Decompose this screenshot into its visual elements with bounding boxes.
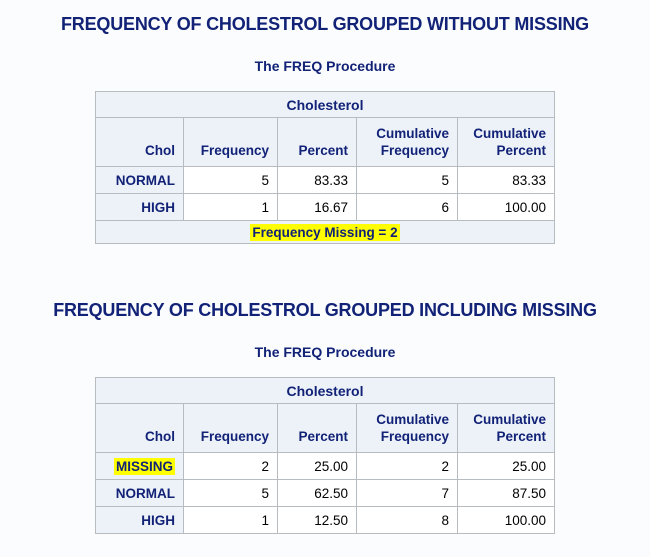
data-cell: 5	[183, 479, 278, 507]
column-header-cumulative-frequency: Cumulative Frequency	[356, 403, 458, 453]
data-cell: 12.50	[277, 506, 357, 534]
column-header-frequency: Frequency	[183, 403, 278, 453]
table-caption: Cholesterol	[95, 377, 555, 404]
freq-table-without-missing: Cholesterol Chol Frequency Percent Cumul…	[95, 91, 555, 244]
data-cell: 1	[183, 193, 278, 221]
row-header-high: HIGH	[95, 506, 184, 534]
frequency-missing-note: Frequency Missing = 2	[250, 223, 400, 241]
row-header-normal: NORMAL	[95, 479, 184, 507]
column-header-frequency: Frequency	[183, 117, 278, 167]
report-title: FREQUENCY OF CHOLESTROL GROUPED INCLUDIN…	[53, 300, 597, 320]
data-cell: 2	[183, 452, 278, 480]
data-cell: 83.33	[277, 166, 357, 194]
table-caption: Cholesterol	[95, 91, 555, 118]
data-cell: 5	[356, 166, 458, 194]
column-header-chol: Chol	[95, 117, 184, 167]
data-cell: 87.50	[457, 479, 555, 507]
report-section-including-missing: FREQUENCY OF CHOLESTROL GROUPED INCLUDIN…	[0, 244, 650, 534]
table-row-normal: NORMAL 5 83.33 5 83.33	[95, 166, 555, 194]
column-header-percent: Percent	[277, 403, 357, 453]
row-header-normal: NORMAL	[95, 166, 184, 194]
data-cell: 5	[183, 166, 278, 194]
data-cell: 83.33	[457, 166, 555, 194]
data-cell: 100.00	[457, 193, 555, 221]
table-row-high: HIGH 1 16.67 6 100.00	[95, 193, 555, 221]
data-cell: 25.00	[277, 452, 357, 480]
proc-subtitle: The FREQ Procedure	[254, 344, 396, 360]
table-row-high: HIGH 1 12.50 8 100.00	[95, 506, 555, 534]
report-section-without-missing: FREQUENCY OF CHOLESTROL GROUPED WITHOUT …	[0, 0, 650, 244]
column-header-cumulative-frequency: Cumulative Frequency	[356, 117, 458, 167]
table-row-normal: NORMAL 5 62.50 7 87.50	[95, 479, 555, 507]
column-header-cumulative-percent: Cumulative Percent	[457, 117, 555, 167]
table-row-missing: MISSING 2 25.00 2 25.00	[95, 452, 555, 480]
column-header-chol: Chol	[95, 403, 184, 453]
data-cell: 8	[356, 506, 458, 534]
missing-highlight: MISSING	[113, 457, 175, 475]
data-cell: 1	[183, 506, 278, 534]
data-cell: 100.00	[457, 506, 555, 534]
data-cell: 2	[356, 452, 458, 480]
report-title: FREQUENCY OF CHOLESTROL GROUPED WITHOUT …	[61, 14, 589, 34]
row-header-missing: MISSING	[95, 452, 184, 480]
data-cell: 7	[356, 479, 458, 507]
data-cell: 25.00	[457, 452, 555, 480]
table-footer: Frequency Missing = 2	[95, 220, 555, 244]
proc-subtitle: The FREQ Procedure	[254, 58, 396, 74]
row-header-high: HIGH	[95, 193, 184, 221]
freq-table-including-missing: Cholesterol Chol Frequency Percent Cumul…	[95, 377, 555, 534]
data-cell: 62.50	[277, 479, 357, 507]
column-header-cumulative-percent: Cumulative Percent	[457, 403, 555, 453]
data-cell: 6	[356, 193, 458, 221]
column-header-percent: Percent	[277, 117, 357, 167]
data-cell: 16.67	[277, 193, 357, 221]
